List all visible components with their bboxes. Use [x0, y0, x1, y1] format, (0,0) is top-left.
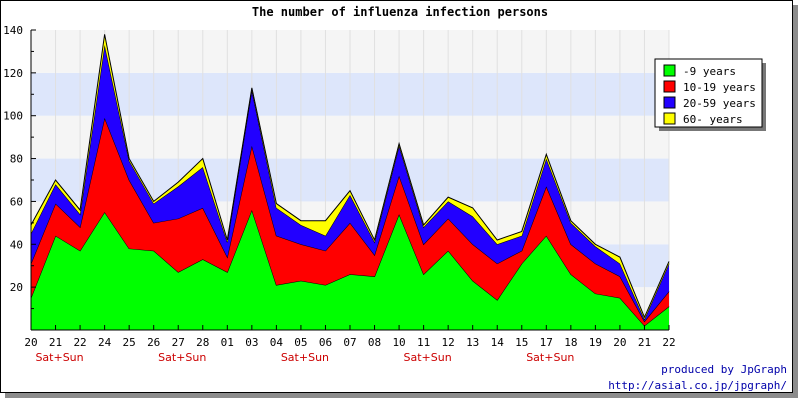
x-tick-label: 17 [540, 336, 553, 349]
x-tick-label: 25 [123, 336, 136, 349]
x-tick-label: 26 [147, 336, 160, 349]
x-tick-label: 21 [638, 336, 651, 349]
x-tick-label: 05 [294, 336, 307, 349]
x-tick-label: 14 [491, 336, 505, 349]
area-10-19-years [31, 117, 669, 326]
y-tick-label: 60 [10, 195, 23, 208]
credit-line-1: produced by JpGraph [661, 363, 787, 376]
x-sublabel: Sat+Sun [404, 351, 452, 364]
legend-swatch [663, 96, 676, 109]
area-9-years [31, 210, 669, 330]
y-tick-label: 140 [3, 24, 23, 37]
y-tick-label: 40 [10, 238, 23, 251]
credit-line-2: http://asial.co.jp/jpgraph/ [608, 379, 787, 392]
area-outline-60-years [30, 34, 670, 319]
x-sublabel: Sat+Sun [526, 351, 574, 364]
x-tick-label: 22 [73, 336, 86, 349]
chart-title: The number of influenza infection person… [252, 5, 548, 19]
legend-label: 20-59 years [683, 97, 756, 110]
x-tick-label: 11 [417, 336, 430, 349]
x-tick-label: 12 [442, 336, 455, 349]
x-sublabel: Sat+Sun [158, 351, 206, 364]
x-tick-label: 21 [49, 336, 62, 349]
x-tick-label: 03 [245, 336, 258, 349]
x-tick-label: 22 [662, 336, 675, 349]
y-tick-labels: 20 40 60 80 100 120 140 [3, 24, 36, 331]
y-tick-label: 20 [10, 281, 23, 294]
x-tick-label: 01 [221, 336, 234, 349]
x-tick-label: 04 [270, 336, 284, 349]
y-tick-label: 80 [10, 153, 23, 166]
x-tick-label: 28 [196, 336, 209, 349]
legend-swatch [663, 64, 676, 77]
x-tick-labels: 20 21 22 24 25 26 27 28 01 03 04 05 06 07 08 10 11 12 13 14… [24, 325, 676, 364]
legend: -9 years 10-19 years 20-59 years 60- years [654, 58, 766, 131]
x-tick-label: 08 [368, 336, 381, 349]
legend-swatch [663, 112, 676, 125]
area-20-59-years [31, 45, 669, 322]
x-tick-label: 10 [392, 336, 405, 349]
legend-swatch [663, 80, 676, 93]
x-tick-label: 07 [343, 336, 356, 349]
x-tick-label: 06 [319, 336, 332, 349]
x-tick-label: 15 [515, 336, 528, 349]
x-tick-label: 18 [564, 336, 577, 349]
y-tick-label: 120 [3, 67, 23, 80]
y-tick-label: 100 [3, 110, 23, 123]
x-tick-label: 19 [589, 336, 602, 349]
x-tick-label: 20 [24, 336, 37, 349]
x-tick-label: 20 [613, 336, 626, 349]
x-tick-label: 24 [98, 336, 112, 349]
area-series [30, 34, 670, 330]
x-sublabel: Sat+Sun [281, 351, 329, 364]
x-sublabel: Sat+Sun [35, 351, 83, 364]
legend-label: -9 years [683, 65, 736, 78]
legend-label: 60- years [683, 113, 743, 126]
x-tick-label: 27 [172, 336, 185, 349]
x-tick-label: 13 [466, 336, 479, 349]
legend-label: 10-19 years [683, 81, 756, 94]
